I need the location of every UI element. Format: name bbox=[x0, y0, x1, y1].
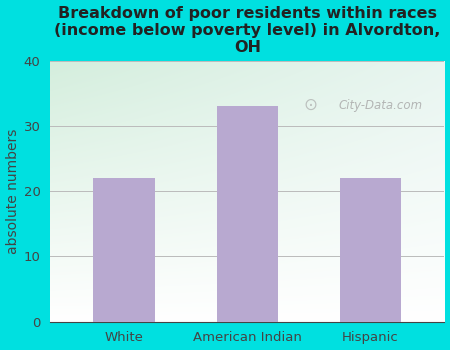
Bar bbox=[340, 178, 401, 322]
Text: ⊙: ⊙ bbox=[303, 96, 317, 114]
Title: Breakdown of poor residents within races
(income below poverty level) in Alvordt: Breakdown of poor residents within races… bbox=[54, 6, 441, 55]
Bar bbox=[216, 106, 278, 322]
Y-axis label: absolute numbers: absolute numbers bbox=[5, 128, 19, 254]
Bar bbox=[94, 178, 155, 322]
Text: City-Data.com: City-Data.com bbox=[338, 99, 422, 112]
